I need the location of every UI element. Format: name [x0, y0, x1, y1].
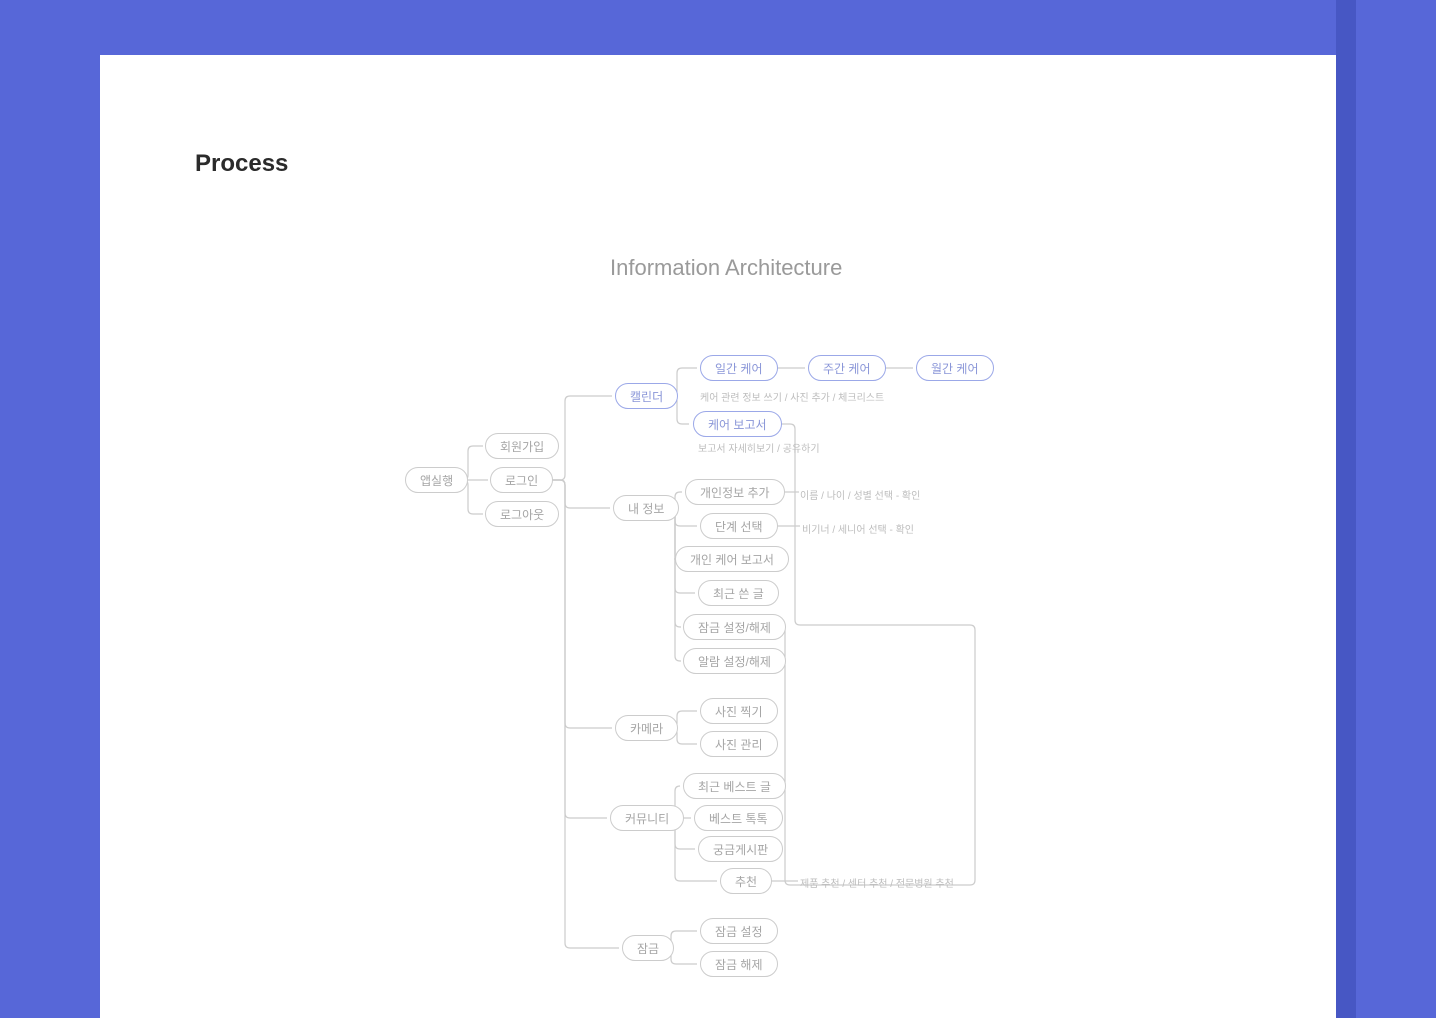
node-personalreport: 개인 케어 보고서	[675, 546, 789, 572]
node-myinfo: 내 정보	[613, 495, 679, 521]
blue-header	[100, 0, 1336, 55]
node-report: 케어 보고서	[693, 411, 782, 437]
right-shadow	[1336, 0, 1356, 1018]
node-locksetting: 잠금 설정/해제	[683, 614, 786, 640]
node-lock: 잠금	[622, 935, 674, 961]
node-daily: 일간 케어	[700, 355, 778, 381]
node-alarmsetting: 알람 설정/해제	[683, 648, 786, 674]
note-3: 비기너 / 세니어 선택 - 확인	[802, 521, 914, 536]
node-camera: 카메라	[615, 715, 678, 741]
node-addinfo: 개인정보 추가	[685, 479, 785, 505]
note-0: 케어 관련 정보 쓰기 / 사진 추가 / 체크리스트	[700, 389, 884, 404]
node-recommend: 추천	[720, 868, 772, 894]
node-lockset: 잠금 설정	[700, 918, 778, 944]
content-panel: Process Information Architecture 앱실행회원가입…	[100, 55, 1336, 1018]
node-root: 앱실행	[405, 467, 468, 493]
node-community: 커뮤니티	[610, 805, 684, 831]
node-bestrecent: 최근 베스트 글	[683, 773, 786, 799]
node-weekly: 주간 케어	[808, 355, 886, 381]
diagram-container: 앱실행 회원가입로그인로그아웃 캘린더 일간 케어 주간 케어 월간 케어케어 보고서내 …	[100, 55, 1336, 1018]
node-takephoto: 사진 찍기	[700, 698, 778, 724]
node-signup: 회원가입	[485, 433, 559, 459]
node-login: 로그인	[490, 467, 553, 493]
node-monthly: 월간 케어	[916, 355, 994, 381]
node-managephoto: 사진 관리	[700, 731, 778, 757]
node-logout: 로그아웃	[485, 501, 559, 527]
note-1: 보고서 자세히보기 / 공유하기	[698, 440, 820, 455]
note-4: 제품 추천 / 센터 추천 / 전문병원 추천	[800, 875, 954, 890]
node-recentpost: 최근 쓴 글	[698, 580, 779, 606]
node-calendar: 캘린더	[615, 383, 678, 409]
node-unlock: 잠금 해제	[700, 951, 778, 977]
node-phase: 단계 선택	[700, 513, 778, 539]
note-2: 이름 / 나이 / 성별 선택 - 확인	[800, 487, 920, 502]
page-frame: Process Information Architecture 앱실행회원가입…	[100, 0, 1336, 1018]
node-besttalk: 베스트 톡톡	[694, 805, 783, 831]
node-askboard: 궁금게시판	[698, 836, 783, 862]
